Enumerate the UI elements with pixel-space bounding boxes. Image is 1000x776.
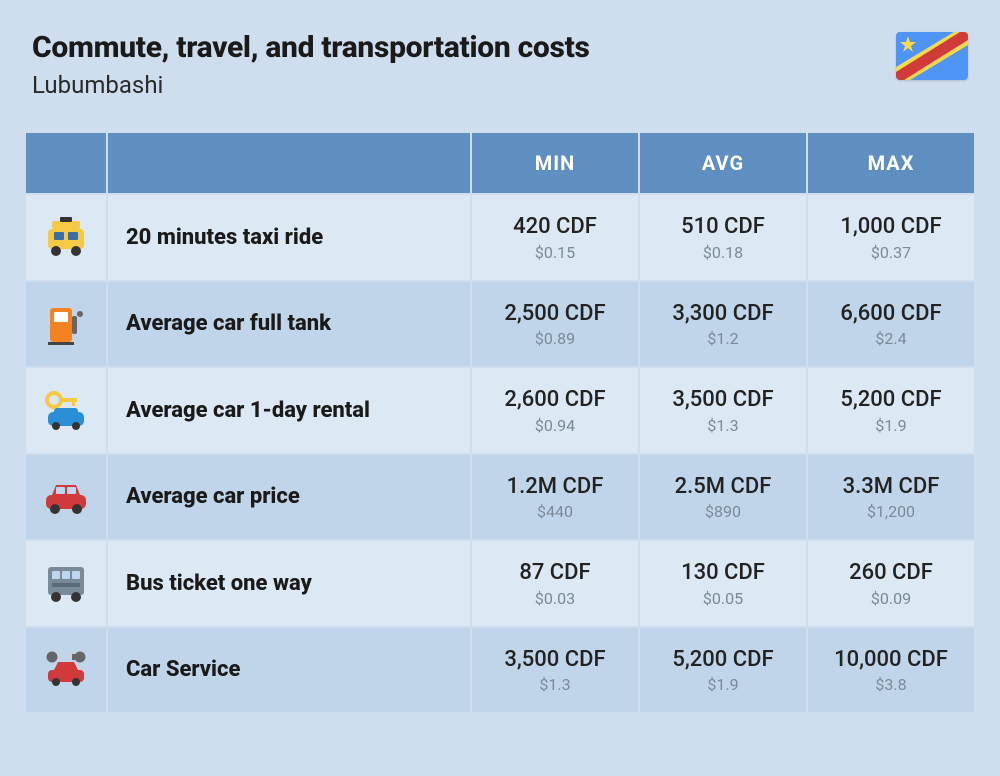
row-label: 20 minutes taxi ride: [108, 195, 470, 280]
value-main: 2,600 CDF: [480, 386, 630, 414]
table-row: Average car 1-day rental 2,600 CDF $0.94 3,…: [26, 368, 974, 453]
value-main: 260 CDF: [816, 559, 966, 587]
bus-icon: [26, 541, 106, 626]
cell-min: 3,500 CDF$1.3: [472, 628, 638, 713]
value-sub: $0.05: [648, 589, 798, 608]
cell-max: 260 CDF $0.09: [808, 541, 974, 626]
cell-min: 2,600 CDF $0.94: [472, 368, 638, 453]
value-sub: $1,200: [816, 502, 966, 521]
header: Commute, travel, and transportation cost…: [24, 30, 976, 99]
value-main: 1,000 CDF: [816, 213, 966, 241]
value-sub: $0.09: [816, 589, 966, 608]
value-sub: $1.3: [480, 675, 630, 694]
value-sub: $0.15: [480, 243, 630, 262]
cell-max: 1,000 CDF $0.37: [808, 195, 974, 280]
value-main: 420 CDF: [480, 213, 630, 241]
car-key-icon: [26, 368, 106, 453]
cell-max: 6,600 CDF$2.4: [808, 282, 974, 367]
value-sub: $0.94: [480, 416, 630, 435]
value-sub: $440: [480, 502, 630, 521]
fuel-pump-icon: [26, 282, 106, 367]
header-label-col: [108, 133, 470, 193]
value-main: 130 CDF: [648, 559, 798, 587]
header-min: MIN: [472, 133, 638, 193]
table-row: Car Service3,500 CDF$1.35,200 CDF$1.910,…: [26, 628, 974, 713]
value-sub: $0.37: [816, 243, 966, 262]
table-row: Bus ticket one way 87 CDF $0.03 130 CDF $0.0…: [26, 541, 974, 626]
taxi-icon: [26, 195, 106, 280]
cell-min: 87 CDF $0.03: [472, 541, 638, 626]
value-main: 3,300 CDF: [648, 300, 798, 328]
page-subtitle: Lubumbashi: [32, 71, 590, 99]
cell-max: 3.3M CDF$1,200: [808, 455, 974, 540]
page: Commute, travel, and transportation cost…: [0, 0, 1000, 714]
page-title: Commute, travel, and transportation cost…: [32, 30, 590, 65]
row-label: Average car price: [108, 455, 470, 540]
value-sub: $1.2: [648, 329, 798, 348]
cell-avg: 510 CDF $0.18: [640, 195, 806, 280]
cell-min: 1.2M CDF$440: [472, 455, 638, 540]
value-main: 3,500 CDF: [648, 386, 798, 414]
cell-avg: 3,300 CDF$1.2: [640, 282, 806, 367]
value-sub: $0.03: [480, 589, 630, 608]
cell-avg: 130 CDF $0.05: [640, 541, 806, 626]
table-row: Average car price1.2M CDF$4402.5M CDF$89…: [26, 455, 974, 540]
value-sub: $3.8: [816, 675, 966, 694]
cell-min: 2,500 CDF$0.89: [472, 282, 638, 367]
row-label: Average car full tank: [108, 282, 470, 367]
row-label: Bus ticket one way: [108, 541, 470, 626]
cell-max: 5,200 CDF $1.9: [808, 368, 974, 453]
value-sub: $1.9: [648, 675, 798, 694]
header-max: MAX: [808, 133, 974, 193]
value-main: 5,200 CDF: [648, 646, 798, 674]
value-main: 87 CDF: [480, 559, 630, 587]
cell-avg: 3,500 CDF $1.3: [640, 368, 806, 453]
header-icon-col: [26, 133, 106, 193]
value-main: 5,200 CDF: [816, 386, 966, 414]
value-sub: $1.9: [816, 416, 966, 435]
row-label: Average car 1-day rental: [108, 368, 470, 453]
value-main: 6,600 CDF: [816, 300, 966, 328]
value-sub: $890: [648, 502, 798, 521]
cell-min: 420 CDF $0.15: [472, 195, 638, 280]
value-sub: $0.18: [648, 243, 798, 262]
table-row: Average car full tank2,500 CDF$0.893,300…: [26, 282, 974, 367]
table-row: 20 minutes taxi ride 420 CDF $0.15 510 CDF $…: [26, 195, 974, 280]
car-icon: [26, 455, 106, 540]
value-sub: $2.4: [816, 329, 966, 348]
drc-flag-icon: [896, 32, 968, 80]
car-service-icon: [26, 628, 106, 713]
title-block: Commute, travel, and transportation cost…: [32, 30, 590, 99]
value-main: 1.2M CDF: [480, 473, 630, 501]
value-main: 2.5M CDF: [648, 473, 798, 501]
value-sub: $1.3: [648, 416, 798, 435]
cell-avg: 2.5M CDF$890: [640, 455, 806, 540]
table-header-row: MIN AVG MAX: [26, 133, 974, 193]
value-main: 10,000 CDF: [816, 646, 966, 674]
value-sub: $0.89: [480, 329, 630, 348]
header-avg: AVG: [640, 133, 806, 193]
cell-avg: 5,200 CDF$1.9: [640, 628, 806, 713]
value-main: 510 CDF: [648, 213, 798, 241]
costs-table: MIN AVG MAX 20 minutes taxi ride 420 CDF $…: [24, 131, 976, 714]
value-main: 2,500 CDF: [480, 300, 630, 328]
value-main: 3.3M CDF: [816, 473, 966, 501]
cell-max: 10,000 CDF$3.8: [808, 628, 974, 713]
value-main: 3,500 CDF: [480, 646, 630, 674]
row-label: Car Service: [108, 628, 470, 713]
